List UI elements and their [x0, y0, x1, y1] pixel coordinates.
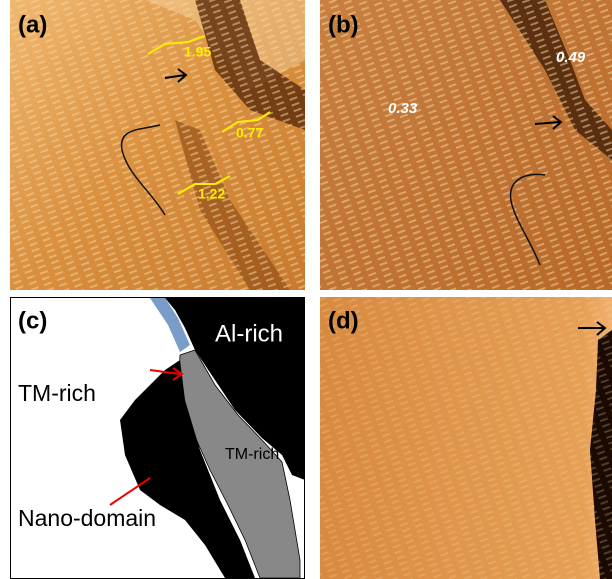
- height-label: 0.49: [556, 49, 586, 66]
- region-label: Al-rich: [215, 320, 283, 347]
- region-label: TM-rich: [225, 446, 279, 463]
- panel-b: (b) 0.49 0.33: [320, 0, 612, 290]
- height-label: 0.77: [236, 125, 263, 141]
- height-label: 1.95: [184, 44, 211, 60]
- panel-d: (d): [320, 297, 612, 579]
- texture: [320, 297, 612, 579]
- panel-label: (b): [328, 11, 359, 38]
- region-label: Nano-domain: [18, 505, 156, 531]
- panel-label: (d): [328, 307, 359, 334]
- panel-label: (c): [18, 307, 47, 334]
- panel-a: (a) 1.95 0.77 1.22: [10, 0, 305, 290]
- region-label: TM-rich: [18, 380, 96, 406]
- figure: (a) 1.95 0.77 1.22 (b) 0.49 0.33 (c) Al-…: [0, 0, 612, 579]
- height-label: 1.22: [198, 186, 225, 202]
- texture: [320, 0, 612, 290]
- height-label: 0.33: [388, 100, 418, 117]
- texture: [10, 0, 305, 290]
- panel-label: (a): [18, 11, 47, 38]
- panel-c: (c) Al-rich TM-rich TM-rich Nano-domain: [11, 298, 306, 579]
